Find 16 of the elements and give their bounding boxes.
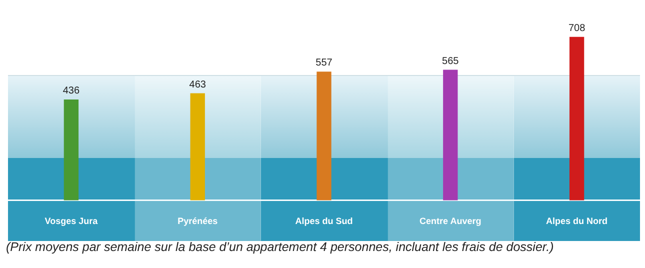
- x-tick-label: Centre Auverg: [420, 216, 482, 226]
- data-label: 436: [62, 86, 80, 97]
- x-tick-label: Alpes du Nord: [546, 216, 608, 226]
- x-tick-label: Alpes du Sud: [295, 216, 353, 226]
- bar: [190, 93, 205, 200]
- data-label: 565: [442, 56, 460, 67]
- bar: [64, 99, 79, 200]
- data-label: 557: [316, 58, 333, 69]
- bar: [443, 70, 458, 200]
- bar: [569, 36, 584, 200]
- text: (Prix moyens par semaine sur la base d’un appartement 4 personnes, incluant les frais de dossier.): [6, 240, 554, 254]
- x-tick-label: Pyrénées: [178, 216, 218, 226]
- data-label: 708: [568, 22, 586, 34]
- bar: [316, 72, 332, 200]
- data-label: 463: [189, 79, 206, 90]
- x-tick-label: Vosges Jura: [44, 216, 99, 226]
